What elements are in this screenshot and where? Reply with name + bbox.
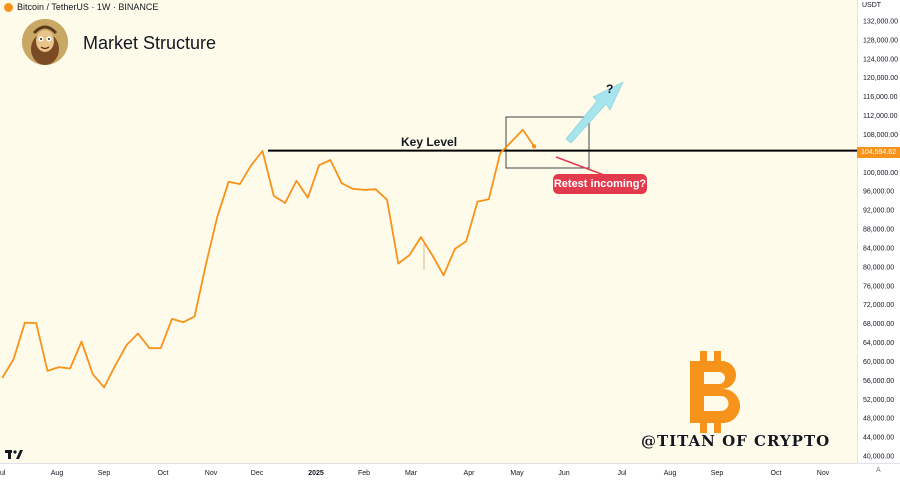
x-tick-label: Oct bbox=[771, 470, 782, 477]
y-tick-label: 64,000.00 bbox=[863, 340, 894, 347]
y-tick-label: 52,000.00 bbox=[863, 397, 894, 404]
up-arrow-icon[interactable] bbox=[566, 82, 623, 143]
x-tick-label: Apr bbox=[464, 470, 476, 477]
y-tick-label: 84,000.00 bbox=[863, 245, 894, 252]
y-tick-label: 60,000.00 bbox=[863, 359, 894, 366]
x-tick-label: ul bbox=[0, 470, 6, 477]
x-tick-label: Nov bbox=[205, 470, 218, 477]
y-tick-label: 48,000.00 bbox=[863, 416, 894, 423]
x-tick-label: 2025 bbox=[308, 470, 324, 477]
key-level-label: Key Level bbox=[401, 135, 457, 149]
y-tick-label: 96,000.00 bbox=[863, 189, 894, 196]
y-tick-label: 76,000.00 bbox=[863, 283, 894, 290]
y-tick-label: 120,000.00 bbox=[863, 75, 898, 82]
y-tick-label: 124,000.00 bbox=[863, 56, 898, 63]
y-tick-label: 88,000.00 bbox=[863, 227, 894, 234]
question-mark: ? bbox=[606, 82, 613, 96]
bitcoin-logo bbox=[686, 351, 748, 433]
x-tick-label: Jun bbox=[558, 470, 569, 477]
x-tick-label: Jul bbox=[618, 470, 627, 477]
currency-label[interactable]: USDT bbox=[862, 2, 881, 9]
y-tick-label: 100,000.00 bbox=[863, 170, 898, 177]
x-tick-label: Aug bbox=[51, 470, 64, 477]
y-tick-label: 68,000.00 bbox=[863, 321, 894, 328]
y-tick-label: 116,000.00 bbox=[863, 94, 898, 101]
time-axis[interactable]: ul Aug Sep Oct Nov Dec 2025 Feb Mar Apr May Jun Jul A… bbox=[0, 463, 900, 479]
y-tick-label: 132,000.00 bbox=[863, 19, 898, 26]
data-point bbox=[532, 144, 536, 148]
highlight-box[interactable] bbox=[506, 117, 589, 168]
price-axis[interactable]: 132,000.00 128,000.00 124,000.00 120,000.00… bbox=[857, 0, 900, 463]
y-tick-label: 92,000.00 bbox=[863, 208, 894, 215]
x-tick-label: Feb bbox=[358, 470, 370, 477]
y-tick-label: 56,000.00 bbox=[863, 378, 894, 385]
current-price-tag: 104,594.62 bbox=[857, 147, 900, 158]
x-tick-label: Sep bbox=[711, 470, 724, 477]
y-tick-label: 72,000.00 bbox=[863, 302, 894, 309]
auto-scale-button[interactable]: A bbox=[876, 467, 881, 474]
x-tick-label: Dec bbox=[251, 470, 264, 477]
x-tick-label: Nov bbox=[817, 470, 830, 477]
retest-callout[interactable]: Retest incoming? bbox=[553, 174, 647, 194]
y-tick-label: 108,000.00 bbox=[863, 132, 898, 139]
x-tick-label: Aug bbox=[664, 470, 677, 477]
y-tick-label: 80,000.00 bbox=[863, 264, 894, 271]
x-tick-label: Oct bbox=[158, 470, 169, 477]
y-tick-label: 40,000.00 bbox=[863, 454, 894, 461]
x-tick-label: Sep bbox=[98, 470, 111, 477]
x-tick-label: May bbox=[510, 470, 524, 477]
y-tick-label: 44,000.00 bbox=[863, 435, 894, 442]
y-tick-label: 112,000.00 bbox=[863, 113, 898, 120]
y-tick-label: 128,000.00 bbox=[863, 37, 898, 44]
tradingview-logo[interactable] bbox=[5, 450, 23, 460]
price-series-line[interactable] bbox=[2, 130, 534, 388]
x-tick-label: Mar bbox=[405, 470, 418, 477]
watermark: @TITAN OF CRYPTO bbox=[641, 432, 830, 450]
